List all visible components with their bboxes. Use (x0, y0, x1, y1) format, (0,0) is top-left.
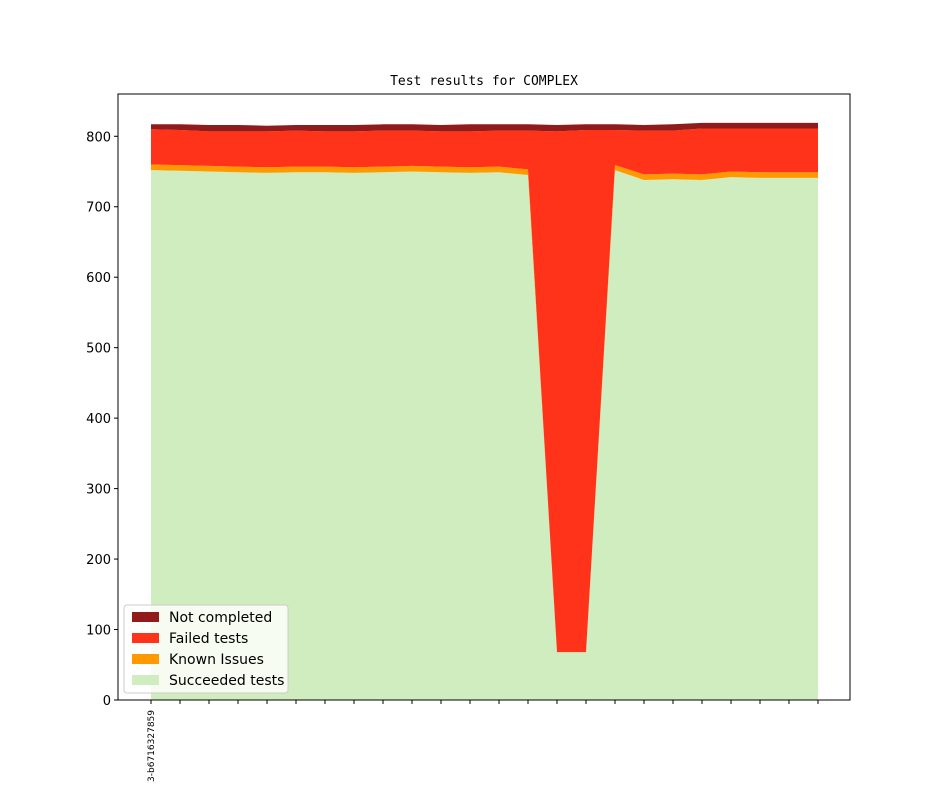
legend-swatch-known-issues (132, 654, 159, 664)
legend-swatch-not-completed (132, 612, 159, 622)
y-tick-label: 800 (86, 130, 111, 145)
legend: Not completed Failed tests Known Issues Suc… (123, 604, 289, 694)
y-tick-label: 500 (86, 342, 111, 357)
y-tick-label: 600 (86, 271, 111, 286)
area-succeeded-tests (151, 170, 818, 701)
y-tick-label: 100 (86, 624, 111, 639)
legend-label-failed-tests: Failed tests (169, 631, 248, 647)
y-tick-label: 700 (86, 201, 111, 216)
y-tick-label: 300 (86, 483, 111, 498)
area-not-completed (151, 122, 818, 132)
legend-label-succeeded-tests: Succeeded tests (169, 673, 284, 689)
legend-box (123, 604, 289, 694)
y-tick-label: 200 (86, 553, 111, 568)
stacked-areas (151, 122, 818, 701)
chart-title: Test results for COMPLEX (390, 74, 578, 89)
y-tick-label: 400 (86, 412, 111, 427)
y-tick-label: 0 (103, 694, 111, 709)
x-tick-label: 3-b6716327859 (147, 710, 157, 782)
legend-label-known-issues: Known Issues (169, 652, 264, 668)
legend-label-not-completed: Not completed (169, 610, 272, 626)
plot-frame (117, 93, 851, 701)
legend-swatch-failed-tests (132, 633, 159, 643)
legend-swatch-succeeded-tests (132, 675, 159, 685)
x-axis: 3-b6716327859 (147, 700, 819, 782)
y-axis: 0 100 200 300 400 500 600 700 800 (86, 130, 118, 709)
